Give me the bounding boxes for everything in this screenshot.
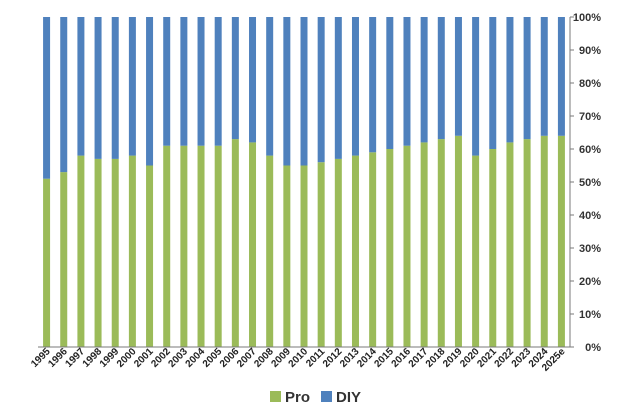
- bar-pro-2003: [180, 145, 188, 347]
- y-tick-label: 70%: [579, 111, 601, 123]
- bar-pro-2014: [369, 152, 377, 347]
- bar-diy-2004: [197, 17, 205, 146]
- bar-diy-2005: [214, 17, 222, 146]
- bar-pro-2016: [403, 145, 411, 347]
- bar-pro-2021: [489, 149, 497, 347]
- bar-diy-2022: [506, 17, 514, 143]
- y-tick-label: 20%: [579, 276, 601, 288]
- bar-diy-2017: [420, 17, 428, 143]
- y-tick-label: 60%: [579, 144, 601, 156]
- bar-pro-2013: [351, 155, 359, 347]
- bar-diy-2008: [266, 17, 274, 156]
- bar-diy-2010: [300, 17, 308, 166]
- bar-pro-1996: [60, 172, 68, 347]
- bar-diy-2002: [163, 17, 171, 146]
- bar-diy-2007: [249, 17, 257, 143]
- bar-diy-2023: [523, 17, 531, 140]
- legend: Pro DIY: [270, 389, 361, 406]
- legend-label-pro: Pro: [285, 389, 310, 406]
- bar-pro-2020: [472, 155, 480, 347]
- legend-label-diy: DIY: [336, 389, 361, 406]
- bar-pro-1997: [77, 155, 85, 347]
- y-tick-label: 50%: [579, 177, 601, 189]
- bar-diy-2012: [334, 17, 342, 159]
- bar-pro-2008: [266, 155, 274, 347]
- bar-diy-2009: [283, 17, 291, 166]
- bar-diy-2001: [146, 17, 154, 166]
- bar-pro-2009: [283, 165, 291, 347]
- bar-pro-1999: [111, 158, 119, 347]
- bar-diy-2016: [403, 17, 411, 146]
- y-ticks-group: 0% 10% 20% 30% 40% 50% 60% 70% 80% 90% 100%: [570, 12, 601, 354]
- bar-pro-2000: [128, 155, 136, 347]
- bar-pro-2024: [540, 135, 548, 347]
- legend-swatch-diy: [321, 391, 332, 402]
- bar-diy-2000: [128, 17, 136, 156]
- bar-pro-2023: [523, 139, 531, 347]
- bar-pro-2019: [454, 135, 462, 347]
- bar-diy-1999: [111, 17, 119, 159]
- bar-pro-2011: [317, 162, 325, 347]
- y-tick-label: 0%: [585, 342, 601, 354]
- bar-pro-2007: [249, 142, 257, 347]
- bar-pro-2017: [420, 142, 428, 347]
- legend-swatch-pro: [270, 391, 281, 402]
- bar-pro-2010: [300, 165, 308, 347]
- bar-pro-2015: [386, 149, 394, 347]
- bars-group: [43, 17, 565, 347]
- bar-pro-2002: [163, 145, 171, 347]
- bar-pro-2006: [231, 139, 239, 347]
- y-tick-label: 90%: [579, 45, 601, 57]
- bar-diy-2025e: [557, 17, 565, 136]
- bar-pro-2005: [214, 145, 222, 347]
- bar-diy-2013: [351, 17, 359, 156]
- y-tick-label: 10%: [579, 309, 601, 321]
- y-tick-label: 30%: [579, 243, 601, 255]
- bar-diy-2011: [317, 17, 325, 163]
- bar-pro-2004: [197, 145, 205, 347]
- bar-diy-2020: [472, 17, 480, 156]
- bar-diy-2021: [489, 17, 497, 149]
- bar-diy-2018: [437, 17, 445, 140]
- bar-diy-1996: [60, 17, 68, 173]
- x-ticks-group: 1995199619971998199920002001200220032004…: [29, 346, 568, 374]
- bar-diy-2003: [180, 17, 188, 146]
- bar-pro-2025e: [557, 135, 565, 347]
- bar-pro-2018: [437, 139, 445, 347]
- bar-diy-2006: [231, 17, 239, 140]
- bar-diy-2024: [540, 17, 548, 136]
- y-tick-label: 100%: [573, 12, 601, 24]
- y-tick-label: 40%: [579, 210, 601, 222]
- bar-pro-1995: [43, 178, 51, 347]
- bar-diy-2019: [454, 17, 462, 136]
- bar-diy-1995: [43, 17, 51, 179]
- bar-pro-2022: [506, 142, 514, 347]
- bar-diy-1998: [94, 17, 102, 159]
- bar-pro-1998: [94, 158, 102, 347]
- bar-diy-2015: [386, 17, 394, 149]
- bar-diy-2014: [369, 17, 377, 153]
- y-tick-label: 80%: [579, 78, 601, 90]
- bar-pro-2001: [146, 165, 154, 347]
- bar-pro-2012: [334, 158, 342, 347]
- bar-diy-1997: [77, 17, 85, 156]
